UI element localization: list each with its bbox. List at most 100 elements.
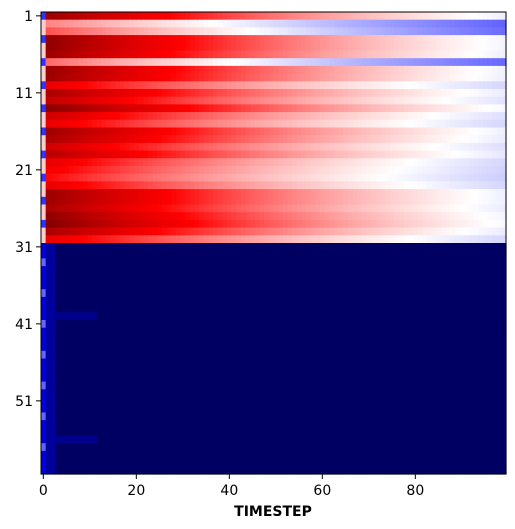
heatmap-cell: [236, 327, 242, 336]
heatmap-cell: [417, 381, 423, 390]
heatmap-cell: [152, 281, 158, 290]
heatmap-cell: [464, 12, 470, 21]
heatmap-cell: [101, 327, 107, 336]
heatmap-cell: [208, 42, 214, 52]
heatmap-cell: [454, 343, 461, 352]
heatmap-cell: [73, 320, 79, 329]
heatmap-cell: [213, 296, 219, 306]
heatmap-cell: [189, 142, 196, 152]
heatmap-cell: [338, 42, 344, 52]
heatmap-cell: [166, 335, 172, 344]
heatmap-cell: [366, 281, 372, 290]
heatmap-cell: [385, 181, 391, 190]
heatmap-cell: [199, 73, 205, 82]
heatmap-cell: [338, 50, 344, 59]
heatmap-cell: [385, 142, 391, 152]
heatmap-cell: [287, 181, 293, 190]
heatmap-cell: [440, 266, 447, 275]
heatmap-cell: [231, 81, 237, 90]
heatmap-cell: [106, 258, 112, 267]
heatmap-cell: [231, 227, 237, 236]
heatmap-cell: [310, 381, 316, 390]
heatmap-cell: [417, 135, 423, 144]
heatmap-cell: [408, 12, 414, 21]
heatmap-cell: [357, 181, 363, 190]
heatmap-cell: [152, 350, 158, 360]
heatmap-cell: [468, 212, 475, 221]
heatmap-cell: [68, 119, 75, 129]
heatmap-cell: [413, 58, 419, 67]
heatmap-cell: [496, 35, 502, 44]
heatmap-cell: [157, 112, 163, 121]
heatmap-cell: [264, 65, 270, 75]
heatmap-cell: [306, 19, 312, 28]
heatmap-cell: [189, 373, 196, 383]
heatmap-cell: [96, 281, 103, 290]
heatmap-cell: [385, 119, 391, 129]
heatmap-cell: [208, 150, 214, 159]
heatmap-cell: [343, 19, 349, 28]
heatmap-cell: [482, 150, 488, 159]
heatmap-cell: [143, 312, 149, 321]
heatmap-cell: [264, 81, 270, 90]
heatmap-cell: [310, 266, 316, 275]
heatmap-cell: [501, 96, 507, 105]
heatmap-cell: [124, 119, 130, 129]
heatmap-cell: [380, 304, 386, 313]
heatmap-cell: [282, 173, 289, 182]
heatmap-cell: [403, 304, 409, 313]
heatmap-cell: [431, 204, 437, 213]
heatmap-cell: [371, 119, 377, 129]
heatmap-cell: [320, 173, 326, 182]
heatmap-cell: [357, 381, 363, 390]
heatmap-cell: [445, 389, 451, 398]
heatmap-cell: [96, 335, 103, 344]
heatmap-cell: [199, 204, 205, 213]
heatmap-cell: [222, 281, 228, 290]
heatmap-cell: [54, 250, 61, 259]
heatmap-cell: [194, 250, 200, 259]
heatmap-cell: [199, 173, 205, 182]
heatmap-cell: [320, 104, 326, 113]
heatmap-cell: [343, 389, 349, 398]
heatmap-cell: [454, 50, 461, 59]
heatmap-cell: [199, 12, 205, 21]
heatmap-cell: [464, 173, 470, 182]
heatmap-cell: [120, 65, 126, 75]
heatmap-cell: [240, 296, 247, 306]
heatmap-cell: [292, 266, 298, 275]
heatmap-cell: [259, 243, 265, 252]
heatmap-cell: [78, 58, 84, 67]
heatmap-cell: [464, 89, 470, 98]
heatmap-cell: [222, 189, 228, 198]
heatmap-cell: [96, 381, 103, 390]
heatmap-cell: [422, 366, 428, 375]
heatmap-cell: [64, 243, 70, 252]
heatmap-cell: [231, 73, 237, 82]
heatmap-cell: [273, 189, 279, 198]
heatmap-cell: [413, 119, 419, 129]
heatmap-cell: [324, 35, 330, 44]
heatmap-cell: [54, 50, 61, 59]
heatmap-cell: [366, 42, 372, 52]
heatmap-cell: [329, 273, 335, 283]
heatmap-cell: [96, 89, 103, 98]
heatmap-cell: [282, 212, 289, 221]
heatmap-cell: [138, 127, 144, 136]
heatmap-cell: [41, 335, 47, 344]
heatmap-cell: [333, 50, 340, 59]
heatmap-cell: [185, 189, 191, 198]
heatmap-cell: [254, 181, 261, 190]
heatmap-cell: [110, 373, 116, 383]
heatmap-cell: [464, 373, 470, 383]
heatmap-cell: [245, 42, 251, 52]
heatmap-cell: [82, 58, 89, 67]
heatmap-cell: [329, 173, 335, 182]
heatmap-cell: [436, 12, 442, 21]
heatmap-cell: [208, 158, 214, 167]
heatmap-cell: [110, 304, 116, 313]
heatmap-cell: [217, 243, 223, 252]
heatmap-cell: [110, 350, 116, 360]
heatmap-cell: [250, 73, 256, 82]
heatmap-cell: [273, 304, 279, 313]
